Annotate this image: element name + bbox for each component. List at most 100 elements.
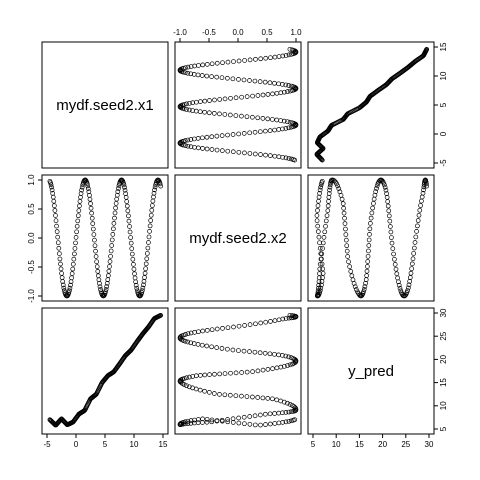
data-point [198, 373, 203, 378]
data-point [265, 92, 271, 97]
data-point [241, 348, 247, 354]
data-point [220, 60, 225, 66]
data-point [241, 414, 247, 420]
data-point [316, 282, 322, 288]
data-point [195, 145, 201, 151]
data-point [204, 419, 210, 425]
data-point [253, 321, 258, 327]
data-point [276, 154, 282, 160]
data-point [114, 192, 120, 198]
data-point [366, 237, 372, 243]
y-tick-label: -5 [439, 159, 448, 167]
data-point [283, 316, 289, 321]
data-point [413, 234, 419, 240]
data-point [290, 157, 296, 162]
data-point [143, 266, 148, 272]
data-point [247, 151, 253, 156]
data-point [79, 187, 84, 193]
data-point [196, 63, 201, 68]
data-point [225, 346, 230, 352]
data-point [147, 223, 153, 229]
data-point [405, 285, 411, 291]
data-point [48, 182, 54, 188]
data-point [51, 198, 57, 204]
data-point [318, 184, 324, 190]
data-point [263, 55, 269, 61]
data-point [124, 199, 130, 204]
x-tick-label: 5 [311, 440, 316, 449]
data-point [222, 371, 228, 376]
y-tick-label: 0.0 [27, 232, 36, 244]
data-point [70, 261, 76, 267]
data-point [188, 144, 194, 150]
x-axis-col1-bottom: -5 0 5 10 15 [43, 434, 168, 449]
data-point [263, 411, 268, 417]
data-point [247, 130, 253, 136]
data-point [241, 77, 247, 83]
data-point [219, 75, 225, 81]
data-point [84, 181, 90, 187]
data-point [276, 317, 282, 323]
data-point [411, 245, 417, 251]
data-point [148, 212, 154, 218]
data-point [412, 240, 418, 245]
data-point [182, 421, 188, 427]
data-point [113, 201, 119, 206]
data-point [72, 251, 77, 257]
data-point [272, 421, 278, 426]
data-point [405, 288, 410, 293]
data-point [382, 182, 387, 188]
data-point [326, 191, 332, 196]
data-point [265, 116, 271, 122]
data-point [202, 98, 208, 104]
data-point [222, 392, 228, 398]
data-point [184, 383, 189, 389]
data-point [141, 282, 146, 288]
data-point [262, 79, 268, 85]
data-point [122, 187, 128, 193]
data-point [70, 266, 76, 272]
data-point [78, 191, 84, 196]
panel-r3-c2 [174, 307, 302, 435]
data-point [197, 109, 203, 115]
data-point [386, 208, 392, 214]
data-point [276, 410, 282, 416]
data-point [214, 74, 220, 80]
y-tick-label: 1.0 [27, 174, 36, 186]
data-point [53, 213, 58, 218]
data-point [286, 52, 292, 58]
data-point [198, 99, 203, 105]
data-point [396, 282, 402, 288]
data-point [209, 147, 215, 152]
data-point [214, 133, 220, 139]
data-point [57, 256, 63, 262]
data-point [225, 59, 231, 65]
data-point [252, 413, 258, 419]
data-point [79, 184, 85, 190]
data-point [424, 46, 430, 52]
data-point [316, 234, 322, 240]
data-point [87, 196, 93, 202]
x-axis-col3-bottom: 5 10 15 20 25 30 [311, 434, 434, 449]
x-tick-label: 25 [401, 440, 410, 449]
data-point [317, 187, 323, 193]
data-point [183, 332, 188, 337]
data-point [184, 107, 189, 112]
data-point [51, 203, 57, 209]
data-point [363, 277, 369, 283]
data-point [214, 60, 220, 66]
data-point [287, 401, 293, 407]
panel-r2-c2: mydf.seed2.x2 [174, 174, 302, 302]
data-point [258, 320, 264, 326]
panel-r1-c2 [174, 41, 302, 169]
data-point [327, 187, 332, 193]
data-point [414, 229, 419, 234]
data-point [186, 107, 192, 113]
data-point [343, 232, 349, 237]
data-point [142, 270, 148, 276]
data-point [231, 59, 236, 64]
data-point [390, 246, 396, 251]
data-point [233, 95, 239, 101]
data-point [272, 54, 278, 60]
data-point [185, 64, 191, 70]
